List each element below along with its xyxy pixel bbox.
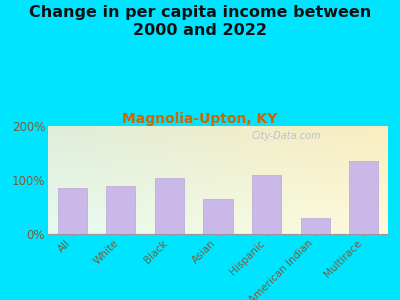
Bar [58,188,87,234]
Text: Change in per capita income between
2000 and 2022: Change in per capita income between 2000… [29,4,371,38]
Bar [349,161,378,234]
Bar [252,175,281,234]
Bar [204,199,232,234]
Text: Magnolia-Upton, KY: Magnolia-Upton, KY [122,112,278,127]
Bar [300,218,330,234]
Bar [106,187,136,234]
Text: City-Data.com: City-Data.com [251,131,321,141]
Bar [155,178,184,234]
